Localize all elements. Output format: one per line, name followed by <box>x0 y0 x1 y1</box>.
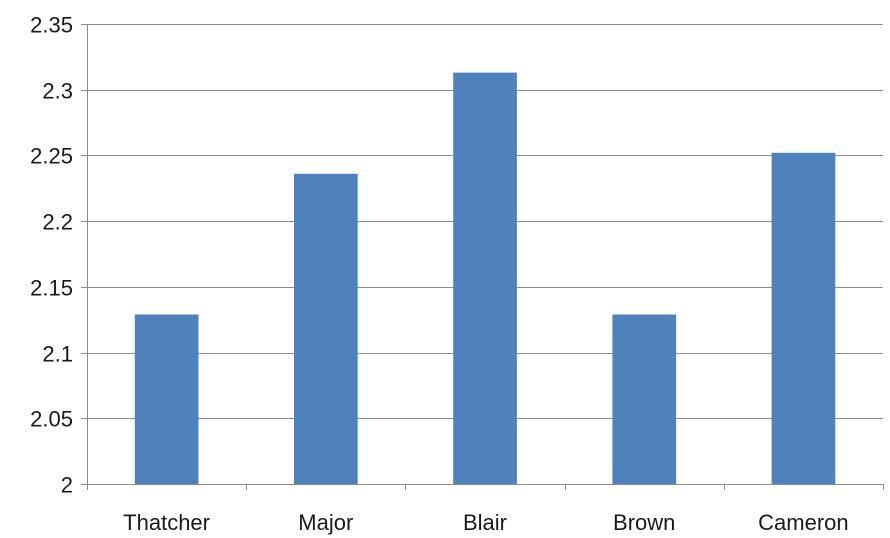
bar-brown <box>612 314 677 484</box>
bar-blair <box>453 72 517 484</box>
bar-thatcher <box>134 314 199 484</box>
x-tick-label: Major <box>298 510 353 535</box>
x-tick-labels: Thatcher Major Blair Brown Cameron <box>123 510 848 535</box>
y-tick-labels: 2 2.05 2.1 2.15 2.2 2.25 2.3 2.35 <box>30 13 73 498</box>
x-tick-label: Thatcher <box>123 510 210 535</box>
x-tick-label: Blair <box>463 510 507 535</box>
y-tick-label: 2 <box>61 473 73 498</box>
y-tick-label: 2.2 <box>42 210 73 235</box>
x-tick-label: Cameron <box>758 510 848 535</box>
bar-cameron <box>771 152 836 485</box>
y-tick-label: 2.05 <box>30 407 73 432</box>
bar-major <box>294 173 358 485</box>
x-tick-label: Brown <box>613 510 675 535</box>
y-tick-label: 2.15 <box>30 276 73 301</box>
y-tick-label: 2.1 <box>42 342 73 367</box>
y-tick-label: 2.35 <box>30 13 73 38</box>
axes <box>81 24 884 490</box>
y-tick-label: 2.25 <box>30 144 73 169</box>
bars <box>134 72 836 485</box>
y-tick-label: 2.3 <box>42 79 73 104</box>
